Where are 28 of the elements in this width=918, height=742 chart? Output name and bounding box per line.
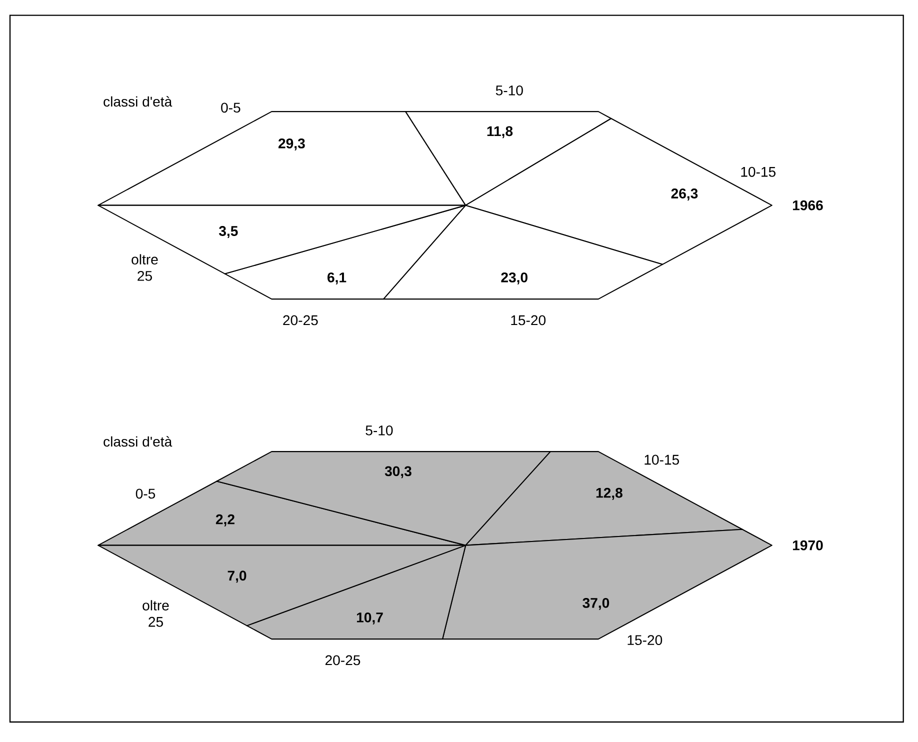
data-label: 6,1 [328, 272, 346, 284]
category-label: 20-25 [283, 315, 318, 326]
data-label: 10,7 [356, 612, 383, 624]
data-label: 29,3 [278, 138, 305, 150]
data-label: 7,0 [228, 570, 246, 583]
category-label: oltre 25 [132, 254, 158, 281]
text: classi d'età [104, 96, 172, 107]
category-label: 20-25 [325, 655, 360, 666]
category-label: 15-20 [628, 635, 662, 646]
category-label: 10-15 [644, 454, 680, 465]
category-label: 0-5 [136, 488, 156, 499]
data-label: 11,8 [487, 126, 513, 138]
category-label: 10-15 [741, 166, 776, 177]
data-label: 2,2 [216, 514, 234, 526]
text: 1970 [792, 540, 823, 550]
data-label: 30,3 [384, 466, 412, 478]
text: classi d'età [104, 436, 172, 447]
text: 1966 [792, 200, 823, 210]
category-label: 5-10 [366, 425, 393, 436]
data-label: 37,0 [582, 598, 610, 610]
category-label: 0-5 [221, 102, 240, 113]
data-label: 23,0 [501, 272, 528, 284]
category-label: oltre 25 [142, 600, 169, 627]
data-label: 12,8 [596, 488, 622, 500]
data-label: 26,3 [671, 188, 698, 200]
category-label: 15-20 [511, 315, 546, 326]
category-label: 5-10 [496, 85, 523, 96]
data-label: 3,5 [218, 226, 238, 238]
